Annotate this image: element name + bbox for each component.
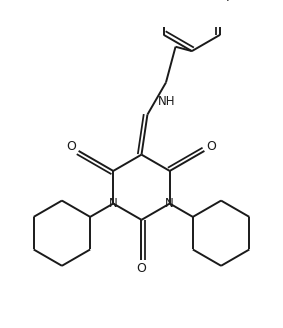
Text: O: O xyxy=(137,261,146,275)
Text: F: F xyxy=(226,0,233,4)
Text: NH: NH xyxy=(158,95,176,108)
Text: O: O xyxy=(207,140,216,154)
Text: O: O xyxy=(67,140,76,154)
Text: N: N xyxy=(165,197,174,210)
Text: N: N xyxy=(109,197,118,210)
